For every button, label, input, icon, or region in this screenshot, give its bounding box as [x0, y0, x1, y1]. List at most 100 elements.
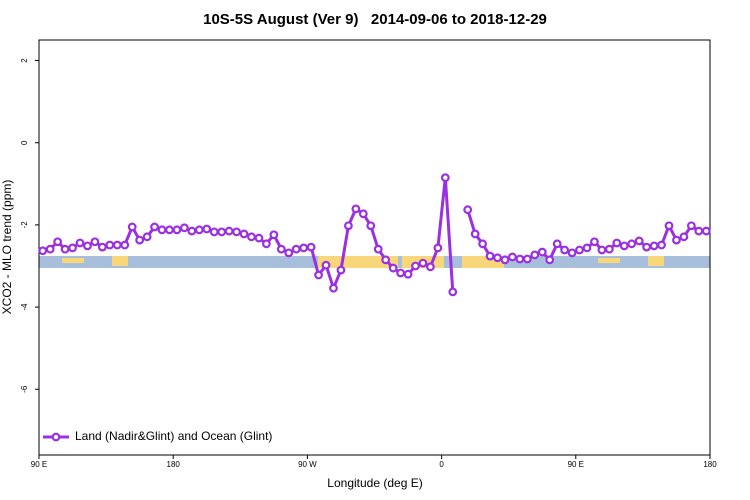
legend-label: Land (Nadir&Glint) and Ocean (Glint) [75, 429, 272, 443]
point [68, 243, 77, 253]
point [426, 262, 435, 272]
point [120, 240, 130, 250]
point [239, 229, 249, 239]
point [269, 230, 279, 240]
point [403, 269, 413, 279]
point [142, 232, 152, 242]
land-band [598, 258, 620, 263]
land-band [648, 256, 664, 266]
point [314, 270, 323, 280]
point [165, 225, 174, 235]
point [381, 255, 391, 265]
point [135, 235, 145, 245]
x-tick-label: 90 E [568, 460, 584, 469]
land-band [62, 258, 84, 263]
point [209, 227, 219, 237]
x-tick-label: 180 [167, 460, 181, 469]
point [179, 223, 189, 233]
point [172, 225, 182, 235]
point [291, 244, 301, 254]
point [664, 221, 674, 231]
point [672, 235, 681, 245]
point [150, 222, 159, 232]
y-tick-label: -2 [20, 221, 29, 229]
x-tick-label: 90 W [298, 460, 317, 469]
point [500, 255, 510, 265]
legend-marker [51, 432, 61, 442]
point [567, 248, 577, 258]
x-axis-label: Longitude (deg E) [327, 476, 422, 490]
point [187, 226, 197, 236]
point [38, 246, 48, 256]
point [75, 238, 85, 248]
point [321, 260, 331, 270]
point [60, 244, 70, 254]
point [694, 226, 704, 236]
point [83, 241, 92, 251]
point [194, 225, 204, 235]
point [366, 221, 376, 231]
point [411, 261, 420, 271]
point [276, 244, 286, 254]
point [597, 245, 607, 255]
point [560, 245, 570, 255]
y-tick-label: 0 [20, 140, 29, 145]
point [45, 244, 55, 254]
point [202, 224, 212, 234]
point [157, 225, 167, 235]
point [351, 204, 361, 214]
point [396, 268, 405, 278]
x-tick-label: 90 E [31, 460, 47, 469]
point [508, 252, 517, 262]
point [112, 240, 122, 250]
point [224, 226, 234, 236]
point [515, 254, 525, 264]
point [105, 240, 115, 250]
point [440, 173, 450, 183]
land-band [112, 256, 128, 266]
plot-frame [38, 39, 711, 456]
y-axis-label: XCO2 - MLO trend (ppm) [0, 180, 14, 315]
point [604, 244, 614, 254]
land-ocean-band [39, 256, 710, 268]
point [448, 287, 458, 297]
point [530, 250, 540, 260]
point [306, 242, 316, 252]
point [388, 263, 398, 273]
point [247, 232, 256, 242]
y-tick-label: -4 [20, 303, 29, 311]
point [232, 227, 241, 237]
point [612, 238, 622, 248]
point [373, 244, 383, 254]
point [701, 226, 711, 236]
x-tick-label: 180 [703, 460, 717, 469]
point [418, 258, 428, 268]
point [552, 239, 562, 249]
x-tick-label: 0 [439, 460, 444, 469]
point [53, 237, 63, 247]
point [90, 237, 100, 247]
point [545, 255, 555, 265]
point [686, 221, 696, 231]
point [478, 239, 488, 249]
point [657, 240, 666, 250]
point [127, 222, 137, 232]
point [299, 243, 309, 253]
point [261, 239, 271, 249]
point [642, 242, 652, 252]
point [329, 283, 338, 293]
point [344, 221, 353, 231]
point [433, 243, 443, 253]
point [485, 251, 495, 261]
point [336, 265, 346, 275]
point [634, 236, 644, 246]
point [254, 233, 264, 243]
y-tick-label: 2 [20, 58, 29, 63]
point [575, 245, 584, 255]
point [582, 243, 592, 253]
chart-title: 10S-5S August (Ver 9) 2014-09-06 to 2018… [203, 11, 547, 28]
point [537, 247, 547, 257]
point [590, 237, 599, 247]
point [649, 241, 659, 251]
